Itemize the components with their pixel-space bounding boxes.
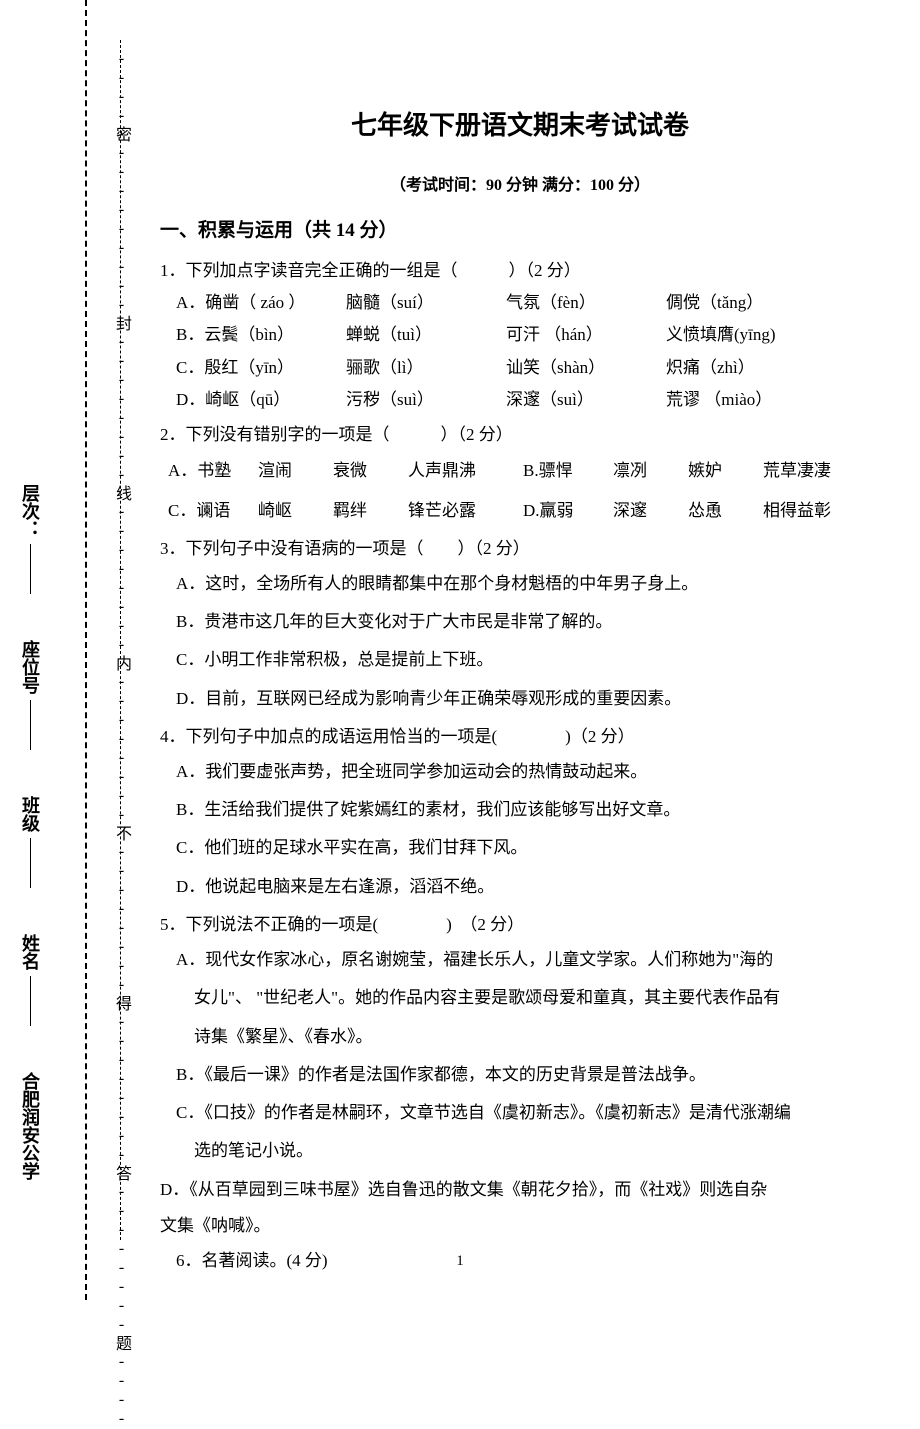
q4-opt-b: B．生活给我们提供了姹紫嫣红的素材，我们应该能够写出好文章。	[160, 791, 880, 829]
q1-d-1: D．崎岖（qū）	[176, 384, 346, 416]
q5-opt-c-l2: 选的笔记小说。	[160, 1132, 880, 1170]
field-name-label: 姓名	[17, 934, 43, 970]
q4-opt-a: A．我们要虚张声势，把全班同学参加运动会的热情鼓动起来。	[160, 753, 880, 791]
sidebar-outer-labels: 层次： 座位号 班级 姓名 合肥润安公学	[15, 0, 45, 1300]
dashed-fold-line-outer	[85, 0, 87, 1300]
q2-r2-5: D.羸弱	[523, 491, 613, 530]
q2-r1-3: 衰微	[333, 451, 408, 490]
seal-line-text: ----密---------封--------线--------内-------…	[109, 50, 133, 1429]
sidebar-seat-label: 座位号	[17, 640, 43, 756]
q1-d-2: 污秽（suì）	[346, 384, 506, 416]
sidebar-level-label: 层次：	[17, 484, 43, 600]
page-number: 1	[0, 1253, 920, 1270]
q2-r2-2: 崎岖	[258, 491, 333, 530]
q1-c-1: C．殷红（yīn）	[176, 352, 346, 384]
sidebar-class-label: 班级	[17, 796, 43, 894]
q2-r2-6: 深邃	[613, 491, 688, 530]
q1-b-4: 义愤填膺(yīng)	[666, 319, 826, 351]
q1-c-3: 讪笑（shàn）	[506, 352, 666, 384]
q1-stem: 1．下列加点字读音完全正确的一组是（ ）（2 分）	[160, 254, 880, 287]
q5-stem: 5．下列说法不正确的一项是( ) （2 分）	[160, 908, 880, 941]
q2-r2-4: 锋芒必露	[408, 491, 523, 530]
q1-c-4: 炽痛（zhì）	[666, 352, 826, 384]
exam-subtitle: （考试时间：90 分钟 满分：100 分）	[160, 170, 880, 202]
q2-r2-8: 相得益彰	[763, 491, 873, 530]
q1-c-2: 骊歌（lì）	[346, 352, 506, 384]
q5-opt-c-l1: C．《口技》的作者是林嗣环，文章节选自《虞初新志》。《虞初新志》是清代涨潮编	[160, 1094, 880, 1132]
q2-r1-8: 荒草凄凄	[763, 451, 873, 490]
field-level-label: 层次：	[17, 484, 43, 538]
q3-stem: 3．下列句子中没有语病的一项是（ ）（2 分）	[160, 532, 880, 565]
q1-b-1: B．云鬓（bìn）	[176, 319, 346, 351]
blank-line	[29, 700, 31, 750]
q1-row-c: C．殷红（yīn） 骊歌（lì） 讪笑（shàn） 炽痛（zhì）	[160, 352, 880, 384]
q2-stem: 2．下列没有错别字的一项是（ ）（2 分）	[160, 418, 880, 451]
q1-row-a: A．确凿（ záo ） 脑髓（suí） 气氛（fèn） 倜傥（tǎng）	[160, 287, 880, 319]
q5-opt-b: B．《最后一课》的作者是法国作家都德，本文的历史背景是普法战争。	[160, 1056, 880, 1094]
q1-d-3: 深邃（suì）	[506, 384, 666, 416]
q3-opt-c: C．小明工作非常积极，总是提前上下班。	[160, 641, 880, 679]
q1-d-4: 荒谬 （miào）	[666, 384, 826, 416]
q2-r1-2: 渲闹	[258, 451, 333, 490]
question-5: 5．下列说法不正确的一项是( ) （2 分） A．现代女作家冰心，原名谢婉莹，福…	[160, 908, 880, 1242]
q4-opt-d: D．他说起电脑来是左右逢源，滔滔不绝。	[160, 868, 880, 906]
q2-r2-3: 羁绊	[333, 491, 408, 530]
question-1: 1．下列加点字读音完全正确的一组是（ ）（2 分） A．确凿（ záo ） 脑髓…	[160, 254, 880, 416]
question-3: 3．下列句子中没有语病的一项是（ ）（2 分） A．这时，全场所有人的眼睛都集中…	[160, 532, 880, 718]
section-1-heading: 一、积累与运用（共 14 分）	[160, 212, 880, 250]
q3-opt-a: A．这时，全场所有人的眼睛都集中在那个身材魁梧的中年男子身上。	[160, 565, 880, 603]
q2-r1-4: 人声鼎沸	[408, 451, 523, 490]
q2-r2-1: C．谰语	[168, 491, 258, 530]
blank-line	[29, 544, 31, 594]
q1-a-2: 脑髓（suí）	[346, 287, 506, 319]
q1-b-3: 可汗 （hán）	[506, 319, 666, 351]
exam-content: 七年级下册语文期末考试试卷 （考试时间：90 分钟 满分：100 分） 一、积累…	[160, 100, 880, 1279]
blank-line	[29, 976, 31, 1026]
q2-r1-5: B.骠悍	[523, 451, 613, 490]
q5-opt-d-l2: 文集《呐喊》。	[160, 1209, 880, 1242]
sidebar-school-label: 合肥润安公学	[17, 1072, 43, 1180]
q2-row-1: A．书塾 渲闹 衰微 人声鼎沸 B.骠悍 凛冽 嫉妒 荒草凄凄	[160, 451, 880, 490]
field-seat-label: 座位号	[17, 640, 43, 694]
q1-row-d: D．崎岖（qū） 污秽（suì） 深邃（suì） 荒谬 （miào）	[160, 384, 880, 416]
q1-a-3: 气氛（fèn）	[506, 287, 666, 319]
q4-opt-c: C．他们班的足球水平实在高，我们甘拜下风。	[160, 829, 880, 867]
exam-title: 七年级下册语文期末考试试卷	[160, 100, 880, 152]
school-name: 合肥润安公学	[17, 1072, 43, 1180]
q5-opt-a-l2: 女儿"、 "世纪老人"。她的作品内容主要是歌颂母爱和童真，其主要代表作品有	[160, 979, 880, 1017]
exam-sidebar: 层次： 座位号 班级 姓名 合肥润安公学 ----密---------封----…	[0, 0, 150, 1300]
q1-b-2: 蝉蜕（tuì）	[346, 319, 506, 351]
q5-opt-a-l1: A．现代女作家冰心，原名谢婉莹，福建长乐人，儿童文学家。人们称她为"海的	[160, 941, 880, 979]
q4-stem: 4．下列句子中加点的成语运用恰当的一项是( )（2 分）	[160, 720, 880, 753]
q1-a-4: 倜傥（tǎng）	[666, 287, 826, 319]
q5-opt-d-l1: D．《从百草园到三味书屋》选自鲁迅的散文集《朝花夕拾》，而《社戏》则选自杂	[160, 1171, 880, 1209]
q3-opt-b: B．贵港市这几年的巨大变化对于广大市民是非常了解的。	[160, 603, 880, 641]
q2-r2-7: 怂恿	[688, 491, 763, 530]
q1-row-b: B．云鬓（bìn） 蝉蜕（tuì） 可汗 （hán） 义愤填膺(yīng)	[160, 319, 880, 351]
q2-r1-7: 嫉妒	[688, 451, 763, 490]
q2-row-2: C．谰语 崎岖 羁绊 锋芒必露 D.羸弱 深邃 怂恿 相得益彰	[160, 491, 880, 530]
q5-opt-a-l3: 诗集《繁星》、《春水》。	[160, 1018, 880, 1056]
question-2: 2．下列没有错别字的一项是（ ）（2 分） A．书塾 渲闹 衰微 人声鼎沸 B.…	[160, 418, 880, 529]
q1-a-1: A．确凿（ záo ）	[176, 287, 346, 319]
question-4: 4．下列句子中加点的成语运用恰当的一项是( )（2 分） A．我们要虚张声势，把…	[160, 720, 880, 906]
field-class-label: 班级	[17, 796, 43, 832]
q3-opt-d: D．目前，互联网已经成为影响青少年正确荣辱观形成的重要因素。	[160, 680, 880, 718]
sidebar-name-label: 姓名	[17, 934, 43, 1032]
q2-r1-1: A．书塾	[168, 451, 258, 490]
sidebar-seal-line: ----密---------封--------线--------内-------…	[106, 50, 136, 1250]
q2-r1-6: 凛冽	[613, 451, 688, 490]
blank-line	[29, 838, 31, 888]
